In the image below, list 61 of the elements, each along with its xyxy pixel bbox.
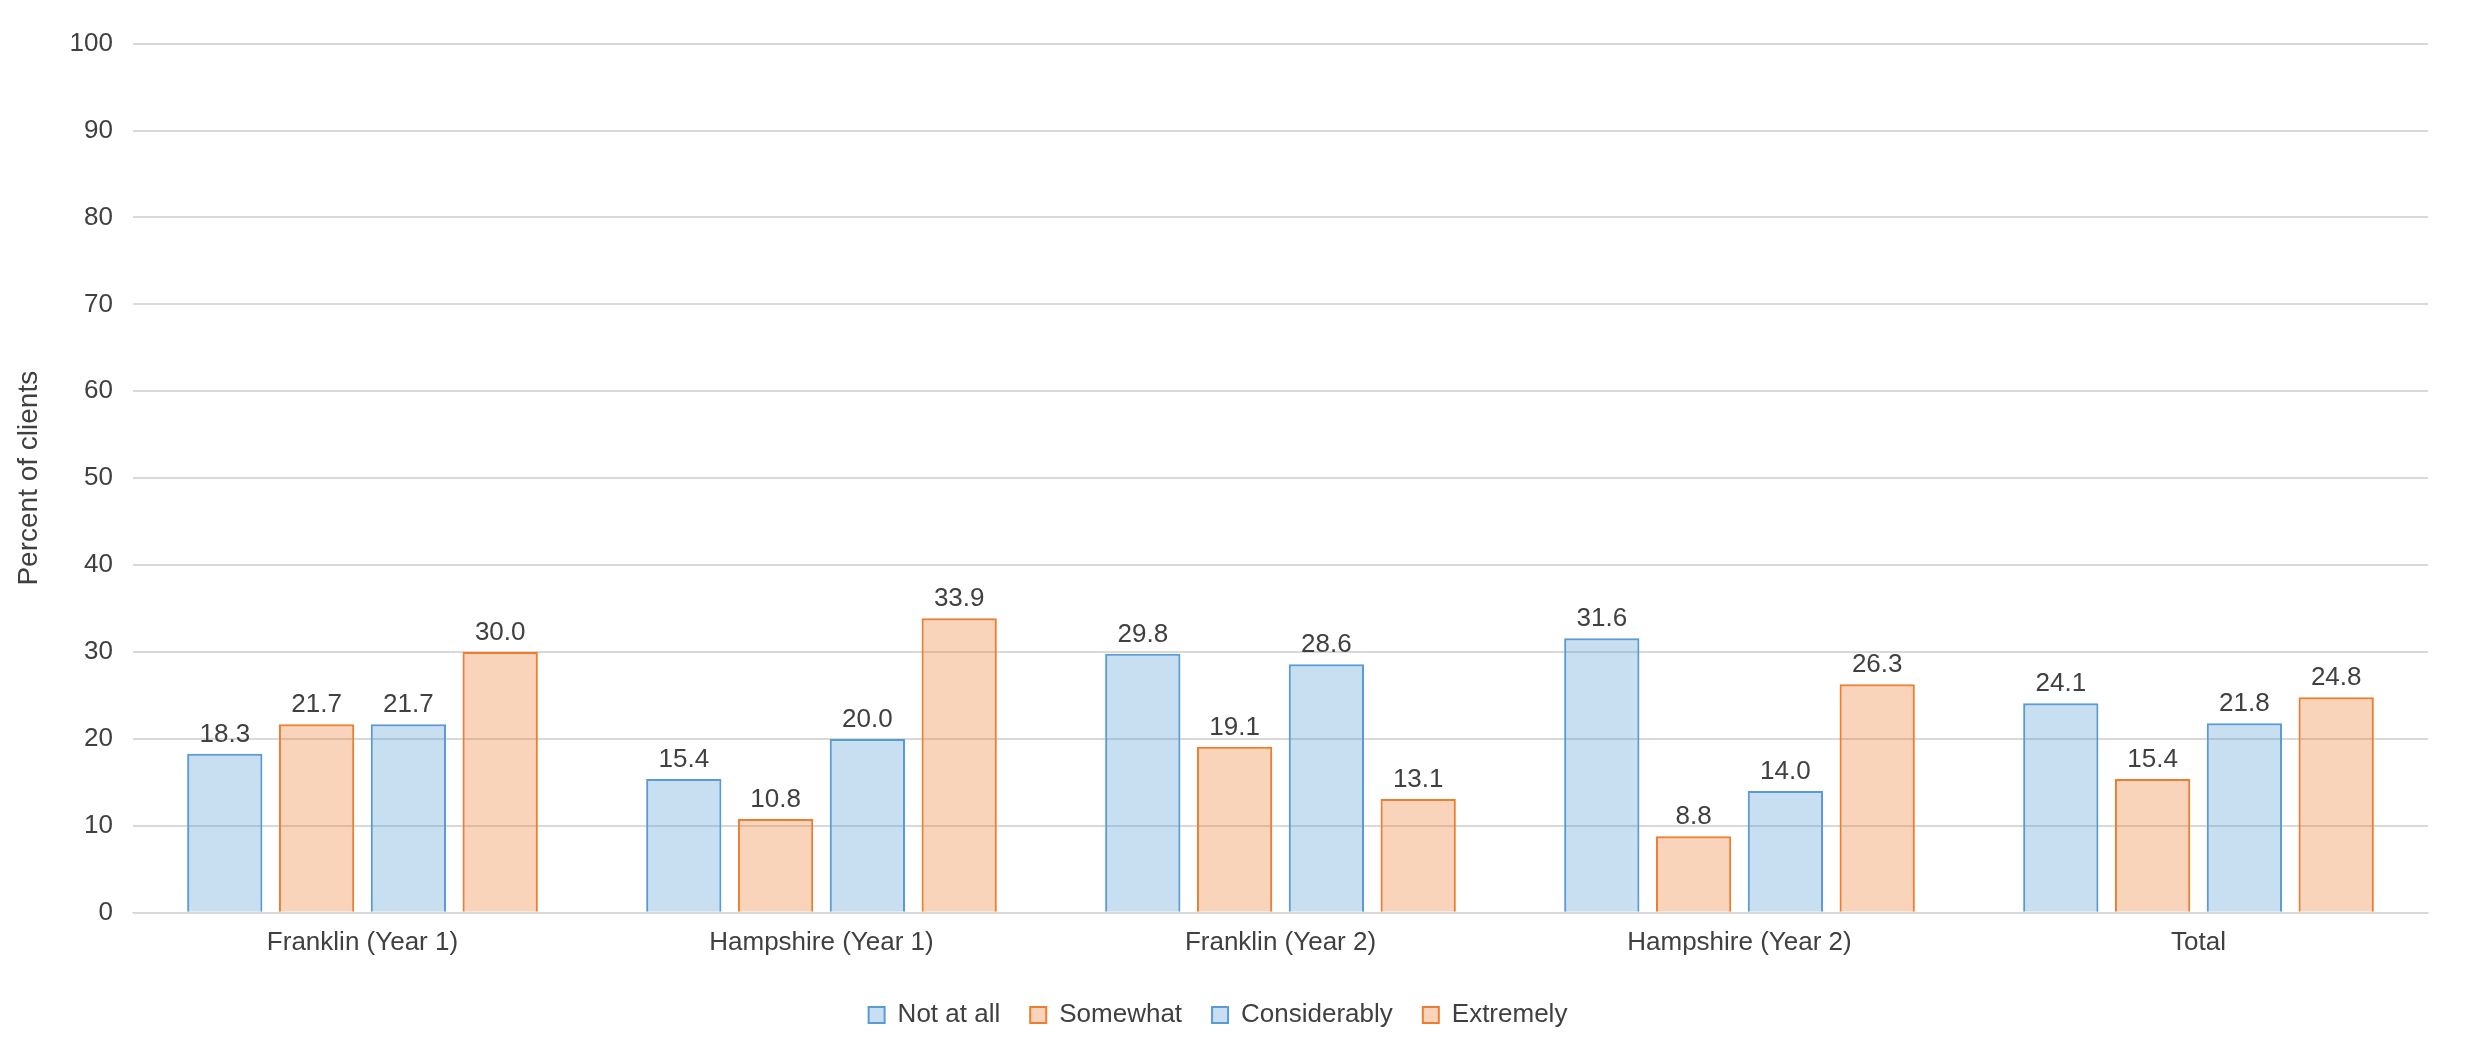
x-tick-label: Hampshire (Year 1): [709, 925, 934, 956]
legend-label: Extremely: [1451, 998, 1568, 1029]
data-label: 21.7: [291, 688, 342, 719]
bar: [187, 753, 263, 912]
bar: [829, 738, 906, 912]
data-label: 29.8: [1117, 617, 1169, 648]
y-tick-label: 40: [84, 548, 113, 579]
bar: [921, 618, 997, 912]
data-label: 21.7: [383, 688, 434, 719]
data-label: 24.1: [2035, 667, 2087, 698]
data-label: 30.0: [474, 616, 526, 647]
bar: [278, 724, 355, 912]
bar: [1564, 638, 1640, 912]
data-label: 24.8: [2310, 661, 2362, 692]
data-label: 20.0: [842, 703, 893, 734]
bar: [1288, 664, 1365, 912]
legend-label: Considerably: [1241, 998, 1393, 1029]
y-tick-label: 90: [84, 113, 113, 144]
bar: [1380, 798, 1456, 912]
data-label: 26.3: [1851, 648, 1903, 679]
data-label: 13.1: [1392, 763, 1444, 794]
data-label: 14.0: [1760, 755, 1811, 786]
bar: [2114, 778, 2191, 912]
bar: [1747, 791, 1824, 912]
data-label: 33.9: [933, 582, 985, 613]
y-tick-label: 30: [84, 635, 113, 666]
bar: [2023, 703, 2099, 912]
bar: [646, 778, 722, 912]
x-tick-label: Hampshire (Year 2): [1627, 925, 1852, 956]
y-tick-label: 100: [69, 26, 113, 57]
bar: [462, 652, 538, 912]
data-label: 10.8: [750, 783, 801, 814]
bar: [1196, 746, 1273, 912]
y-tick-label: 20: [84, 722, 113, 753]
legend-label: Somewhat: [1059, 998, 1183, 1029]
bar: [2298, 697, 2374, 912]
data-label: 19.1: [1209, 710, 1260, 741]
bar: [1839, 684, 1915, 912]
x-tick-label: Franklin (Year 1): [266, 925, 459, 956]
data-label: 21.8: [2219, 687, 2270, 718]
legend-label: Not at all: [897, 998, 1001, 1029]
data-label: 18.3: [199, 717, 251, 748]
data-label: 28.6: [1301, 628, 1352, 659]
data-label: 8.8: [1675, 800, 1712, 831]
y-tick-label: 50: [84, 461, 113, 492]
bar: [737, 818, 814, 912]
y-tick-label: 70: [84, 287, 113, 318]
data-label: 15.4: [658, 743, 710, 774]
bar: [1105, 653, 1181, 912]
x-tick-label: Franklin (Year 2): [1184, 925, 1377, 956]
y-tick-label: 60: [84, 374, 113, 405]
y-tick-label: 10: [84, 809, 113, 840]
x-tick-label: Total: [2171, 925, 2226, 956]
bar: [370, 724, 447, 912]
y-tick-label: 0: [98, 895, 113, 926]
y-tick-label: 80: [84, 200, 113, 231]
data-label: 31.6: [1576, 602, 1628, 633]
data-label: 15.4: [2127, 743, 2178, 774]
y-axis-title: Percent of clients: [11, 370, 43, 586]
bar: [1655, 836, 1732, 912]
bar: [2206, 723, 2283, 912]
